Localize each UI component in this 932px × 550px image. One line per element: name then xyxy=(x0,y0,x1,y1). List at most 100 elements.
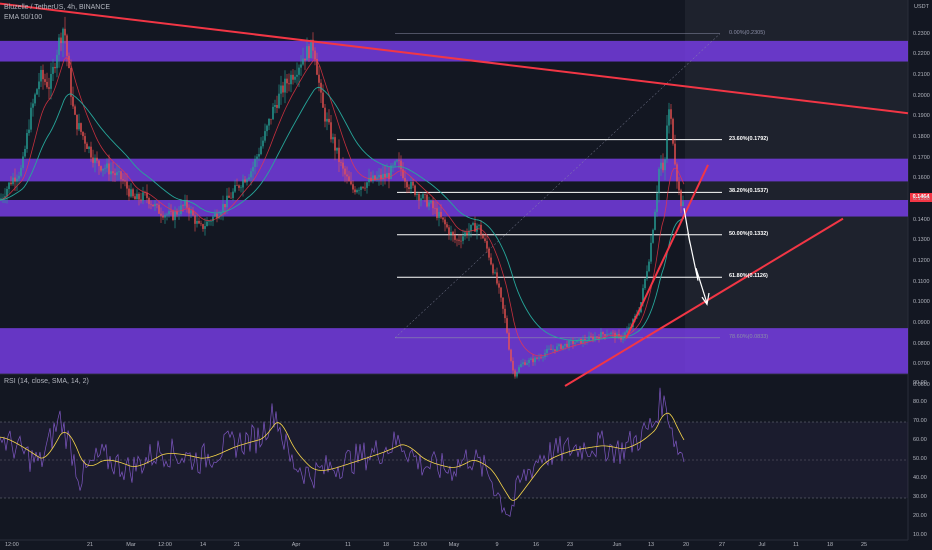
rsi-axis-tick: 70.00 xyxy=(913,418,927,424)
candle-body xyxy=(36,89,38,95)
price-axis-tick: 0.1900 xyxy=(913,113,930,120)
candle-body xyxy=(134,196,136,200)
candle-body xyxy=(528,359,530,364)
candle-body xyxy=(604,334,606,336)
candle-body xyxy=(140,199,142,201)
time-axis-tick: May xyxy=(448,542,460,548)
candle-body xyxy=(178,214,180,215)
candle-body xyxy=(54,66,56,69)
candle-body xyxy=(176,211,178,215)
price-axis-tick: 0.1700 xyxy=(913,154,930,161)
candle-body xyxy=(542,357,544,358)
candle-body xyxy=(122,179,124,181)
candle-body xyxy=(142,192,144,201)
candle-body xyxy=(246,179,248,183)
candle-body xyxy=(146,192,148,199)
candle-body xyxy=(232,191,234,199)
candle-body xyxy=(324,107,326,122)
candle-body xyxy=(554,349,556,351)
candle-body xyxy=(524,362,526,365)
candle-body xyxy=(518,367,520,373)
sr-zone-1 xyxy=(0,158,908,182)
candle-body xyxy=(650,242,652,262)
fib-level-label: 61.80%(0.1126) xyxy=(729,273,768,280)
candle-body xyxy=(172,211,174,221)
candle-body xyxy=(20,167,22,176)
candle-body xyxy=(94,157,96,163)
candle-body xyxy=(670,109,672,119)
candle-body xyxy=(592,336,594,340)
candle-body xyxy=(408,187,410,189)
rsi-axis-tick: 30.00 xyxy=(913,494,927,500)
candle-body xyxy=(360,186,362,190)
candle-body xyxy=(256,156,258,160)
candle-body xyxy=(608,334,610,335)
candle-body xyxy=(644,278,646,289)
candle-body xyxy=(222,204,224,213)
candle-body xyxy=(250,171,252,178)
candle-body xyxy=(288,83,290,85)
candle-body xyxy=(138,193,140,200)
candle-body xyxy=(168,211,170,215)
time-axis-tick: 12:00 xyxy=(158,542,172,548)
candle-body xyxy=(274,104,276,107)
candle-body xyxy=(184,199,186,206)
candle-body xyxy=(14,177,16,182)
candle-body xyxy=(90,146,92,158)
projection-arrowhead xyxy=(701,292,710,306)
rsi-axis-tick: 20.00 xyxy=(913,513,927,519)
candle-body xyxy=(96,157,98,161)
candle-body xyxy=(0,198,2,200)
candle-body xyxy=(310,39,312,59)
candle-body xyxy=(296,74,298,77)
candle-body xyxy=(170,211,172,212)
candle-body xyxy=(50,73,52,89)
price-axis-tick: 0.2000 xyxy=(913,92,930,99)
candle-body xyxy=(202,224,204,229)
candle-body xyxy=(298,67,300,75)
candle-body xyxy=(546,349,548,354)
candle-body xyxy=(180,205,182,215)
candle-body xyxy=(148,198,150,205)
candle-body xyxy=(24,149,26,157)
price-axis-tick: 0.1000 xyxy=(913,299,930,306)
candle-body xyxy=(680,190,682,207)
candle-body xyxy=(230,197,232,199)
price-axis-tick: 0.2200 xyxy=(913,51,930,58)
candle-body xyxy=(382,173,384,180)
candle-body xyxy=(8,182,10,189)
candle-body xyxy=(562,345,564,349)
candle-body xyxy=(304,58,306,61)
candle-body xyxy=(220,212,222,216)
candle-body xyxy=(210,221,212,222)
candle-body xyxy=(174,211,176,221)
candle-body xyxy=(462,236,464,241)
candle-body xyxy=(270,118,272,120)
candle-body xyxy=(240,187,242,189)
candle-body xyxy=(26,133,28,150)
candle-body xyxy=(646,271,648,279)
candle-body xyxy=(428,202,430,207)
candle-body xyxy=(130,189,132,197)
candle-body xyxy=(2,197,4,199)
price-axis-tick: 0.1500 xyxy=(913,196,930,202)
candle-body xyxy=(566,343,568,348)
candle-body xyxy=(600,332,602,339)
future-area xyxy=(685,0,908,372)
time-axis-tick: Jul xyxy=(758,542,766,548)
candle-body xyxy=(628,327,630,331)
candle-body xyxy=(98,160,100,167)
price-axis-tick: 0.1600 xyxy=(913,175,930,182)
candle-body xyxy=(660,162,662,169)
candle-body xyxy=(574,342,576,344)
candle-body xyxy=(332,137,334,140)
candle-body xyxy=(4,196,6,198)
rsi-axis-tick: 90.00 xyxy=(913,380,927,386)
candle-body xyxy=(364,187,366,189)
candle-body xyxy=(272,106,274,120)
candle-body xyxy=(348,176,350,182)
candle-body xyxy=(482,234,484,239)
candle-body xyxy=(302,58,304,65)
candle-body xyxy=(548,348,550,350)
